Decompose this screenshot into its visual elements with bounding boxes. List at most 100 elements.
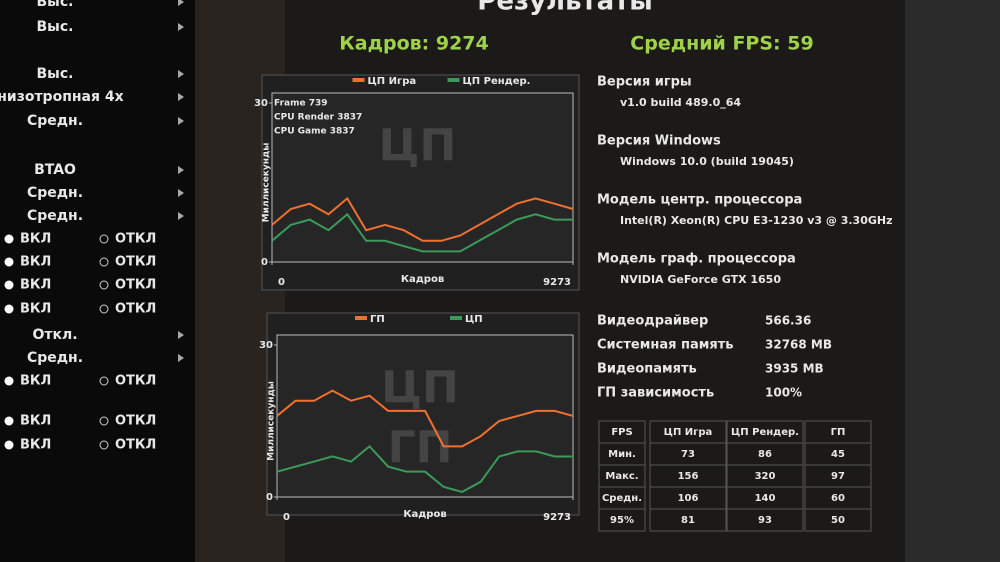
radio-off-label: ОТКЛ (115, 278, 156, 293)
arrow-icon[interactable] (178, 212, 184, 220)
table-header: FPS (611, 427, 632, 438)
arrow-icon[interactable] (178, 331, 184, 339)
watermark: ГП (388, 422, 453, 473)
y-tick-label: 0 (266, 492, 273, 503)
series-line (271, 196, 574, 242)
radio-off-label: ОТКЛ (115, 255, 156, 270)
setting-value: Анизотропная 4x (0, 89, 124, 105)
setting-value: Откл. (32, 327, 77, 343)
arrow-icon[interactable] (178, 93, 184, 101)
radio-on[interactable] (4, 376, 14, 386)
radio-on[interactable] (4, 280, 14, 290)
radio-off[interactable] (99, 376, 109, 386)
radio-on[interactable] (4, 304, 14, 314)
radio-on-label: ВКЛ (20, 278, 51, 293)
series-line (276, 389, 574, 448)
x-tick-label: 9273 (543, 277, 571, 288)
table-cell-text: Мин. (608, 449, 636, 460)
frames-count: Кадров: 9274 (339, 33, 488, 55)
info-value: v1.0 build 489.0_64 (620, 96, 741, 109)
table-header: ЦП Рендер. (731, 427, 799, 438)
info-value: Intel(R) Xeon(R) CPU E3-1230 v3 @ 3.30GH… (620, 214, 893, 227)
table-cell-text: 60 (831, 493, 845, 504)
arrow-icon[interactable] (178, 166, 184, 174)
table-cell-text: 95% (610, 515, 634, 526)
setting-value: Выс. (37, 19, 74, 35)
legend-label: ЦП Рендер. (463, 76, 531, 87)
y-tick-label: 30 (259, 340, 273, 351)
arrow-icon[interactable] (178, 189, 184, 197)
setting-value: BTAO (34, 162, 76, 178)
series-line (276, 444, 573, 494)
x-tick-label: 9273 (543, 512, 571, 523)
radio-off[interactable] (99, 280, 109, 290)
radio-off-label: ОТКЛ (115, 374, 156, 389)
radio-on[interactable] (4, 440, 14, 450)
setting-value: Средн. (27, 113, 83, 129)
annotation: CPU Render 3837 (274, 113, 362, 123)
average-fps: Средний FPS: 59 (630, 33, 813, 55)
legend-swatch (352, 78, 365, 82)
table-cell (804, 508, 872, 532)
stat-label: Видеодрайвер (597, 314, 708, 329)
y-tick-label: 30 (254, 98, 268, 109)
series-line (271, 212, 573, 253)
info-label: Модель центр. процессора (597, 193, 802, 208)
annotation: CPU Game 3837 (274, 127, 355, 137)
watermark: ЦП (379, 120, 457, 171)
radio-on[interactable] (4, 416, 14, 426)
table-cell-text: Макс. (605, 471, 638, 482)
arrow-icon[interactable] (178, 117, 184, 125)
table-cell-text: 73 (681, 449, 695, 460)
x-axis-label: Кадров (401, 274, 444, 285)
plot-area (276, 334, 574, 498)
table-header: ЦП Игра (664, 427, 713, 438)
radio-on[interactable] (4, 257, 14, 267)
info-value: NVIDIA GeForce GTX 1650 (620, 273, 781, 286)
x-tick-label: 0 (278, 277, 285, 288)
radio-off[interactable] (99, 416, 109, 426)
watermark: ЦП (381, 362, 459, 413)
table-cell-text: 106 (678, 493, 699, 504)
radio-on-label: ВКЛ (20, 302, 51, 317)
radio-on[interactable] (4, 234, 14, 244)
stat-label: Видеопамять (597, 362, 697, 377)
y-axis-label: Миллисекунды (262, 143, 272, 223)
setting-value: Средн. (27, 185, 83, 201)
radio-on-label: ВКЛ (20, 255, 51, 270)
setting-value: Выс. (37, 0, 74, 10)
setting-value: Средн. (27, 208, 83, 224)
y-axis-label: Миллисекунды (267, 381, 277, 461)
results-title: Результаты (477, 0, 652, 17)
radio-off-label: ОТКЛ (115, 438, 156, 453)
x-axis-label: Кадров (403, 509, 446, 520)
radio-off-label: ОТКЛ (115, 414, 156, 429)
radio-off[interactable] (99, 234, 109, 244)
table-cell-text: Средн. (602, 493, 642, 504)
radio-off-label: ОТКЛ (115, 232, 156, 247)
radio-on-label: ВКЛ (20, 414, 51, 429)
info-label: Версия игры (597, 75, 692, 90)
radio-off-label: ОТКЛ (115, 302, 156, 317)
arrow-icon[interactable] (178, 0, 184, 6)
stat-label: Системная память (597, 338, 733, 353)
legend-label: ЦП (465, 314, 483, 325)
radio-off[interactable] (99, 440, 109, 450)
table-cell-text: 45 (831, 449, 845, 460)
arrow-icon[interactable] (178, 70, 184, 78)
table-cell-text: 93 (758, 515, 772, 526)
stat-value: 566.36 (765, 314, 811, 328)
arrow-icon[interactable] (178, 354, 184, 362)
stat-value: 3935 MB (765, 362, 824, 376)
legend-label: ГП (370, 314, 385, 325)
table-cell-text: 320 (755, 471, 776, 482)
table-cell-text: 97 (831, 471, 845, 482)
radio-on-label: ВКЛ (20, 438, 51, 453)
radio-off[interactable] (99, 304, 109, 314)
table-cell (649, 508, 727, 532)
legend-swatch (355, 316, 367, 320)
arrow-icon[interactable] (178, 23, 184, 31)
radio-off[interactable] (99, 257, 109, 267)
